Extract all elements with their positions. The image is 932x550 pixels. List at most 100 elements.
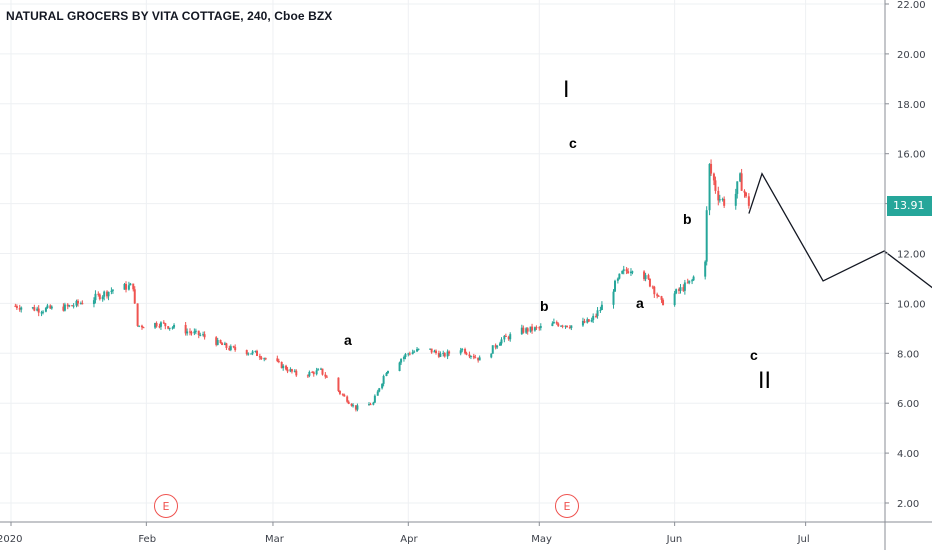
wave-label-b: b	[540, 298, 549, 314]
candle-body	[411, 352, 414, 355]
candle-body	[679, 287, 682, 291]
candle-body	[289, 369, 292, 372]
candle-body	[461, 349, 464, 351]
candle-body	[509, 334, 512, 340]
candle-body	[468, 354, 471, 357]
candle-body	[33, 307, 36, 311]
candle-body	[417, 348, 420, 350]
candle-body	[154, 323, 157, 328]
candle-body	[164, 323, 167, 327]
candle-body	[533, 327, 536, 331]
earnings-marker[interactable]: E	[154, 494, 178, 518]
earnings-marker[interactable]: E	[555, 494, 579, 518]
candle-body	[354, 405, 357, 410]
candle-body	[407, 353, 410, 355]
candle-body	[600, 304, 603, 310]
y-tick-label: 4.00	[897, 449, 919, 460]
x-tick-label: 2020	[0, 534, 22, 545]
candle-body	[622, 269, 625, 271]
candle-body	[653, 286, 656, 295]
candle-body	[631, 271, 634, 273]
candle-body	[564, 325, 567, 327]
candle-body	[193, 331, 196, 334]
candle-body	[581, 321, 584, 326]
candle-body	[739, 173, 742, 182]
candle-body	[42, 311, 45, 313]
candle-body	[368, 404, 371, 406]
candle-body	[433, 350, 436, 353]
candle-body	[68, 305, 71, 307]
candle-body	[132, 283, 135, 290]
candle-body	[72, 305, 75, 307]
candle-body	[79, 303, 82, 305]
candle-body	[260, 357, 263, 360]
x-tick-label: Jul	[797, 534, 810, 545]
candle-body	[199, 334, 202, 336]
candle-body	[474, 357, 477, 359]
candle-body	[62, 306, 65, 311]
candle-body	[469, 356, 472, 358]
candle-body	[276, 358, 279, 362]
candle-body	[657, 295, 660, 297]
candle-body	[459, 350, 462, 354]
candle-body	[551, 323, 554, 327]
candle-body	[430, 348, 433, 353]
candle-body	[98, 294, 101, 300]
candle-body	[477, 357, 480, 361]
candle-body	[494, 345, 497, 348]
candle-body	[251, 351, 254, 354]
candle-body	[675, 289, 678, 294]
candle-body	[660, 296, 663, 300]
candle-body	[627, 271, 630, 274]
candle-body	[400, 359, 403, 363]
candle-body	[197, 330, 200, 335]
candle-body	[490, 353, 493, 358]
candle-body	[535, 327, 538, 329]
candle-body	[346, 396, 349, 402]
candle-body	[216, 340, 219, 345]
wave-label-c: c	[750, 347, 758, 363]
candle-body	[338, 390, 341, 394]
candle-body	[369, 404, 372, 406]
candle-body	[140, 325, 143, 328]
candle-body	[504, 335, 507, 337]
wave-label-a: a	[344, 332, 352, 348]
candle-body	[46, 305, 49, 308]
candle-body	[97, 293, 100, 295]
candle-body	[123, 284, 126, 290]
candle-body	[203, 334, 206, 338]
candle-body	[263, 358, 266, 360]
candle-body	[111, 289, 114, 291]
candle-body	[704, 261, 707, 277]
candle-body	[168, 327, 171, 329]
candle-body	[264, 358, 267, 360]
candle-body	[464, 349, 467, 354]
candle-body	[155, 323, 158, 327]
candle-body	[596, 310, 599, 317]
candle-body	[673, 293, 676, 306]
candle-body	[286, 369, 289, 372]
candle-body	[63, 304, 66, 311]
candle-body	[402, 357, 405, 360]
candle-body	[350, 403, 353, 406]
y-tick-label: 8.00	[897, 349, 919, 360]
candle-body	[714, 180, 717, 191]
candle-body	[736, 181, 739, 194]
candle-body	[245, 350, 248, 355]
candle-body	[94, 293, 97, 301]
candle-body	[356, 405, 359, 410]
candle-body	[254, 350, 257, 352]
candle-body	[625, 269, 628, 272]
candle-body	[20, 307, 23, 310]
candle-body	[643, 271, 646, 280]
candle-body	[710, 163, 713, 174]
x-tick-label: Feb	[138, 534, 156, 545]
y-tick-label: 10.00	[897, 299, 926, 310]
candle-body	[385, 373, 388, 376]
candle-body	[219, 340, 222, 344]
candle-body	[66, 304, 69, 307]
candle-body	[229, 346, 232, 350]
candle-body	[324, 374, 327, 377]
candle-body	[189, 331, 192, 333]
